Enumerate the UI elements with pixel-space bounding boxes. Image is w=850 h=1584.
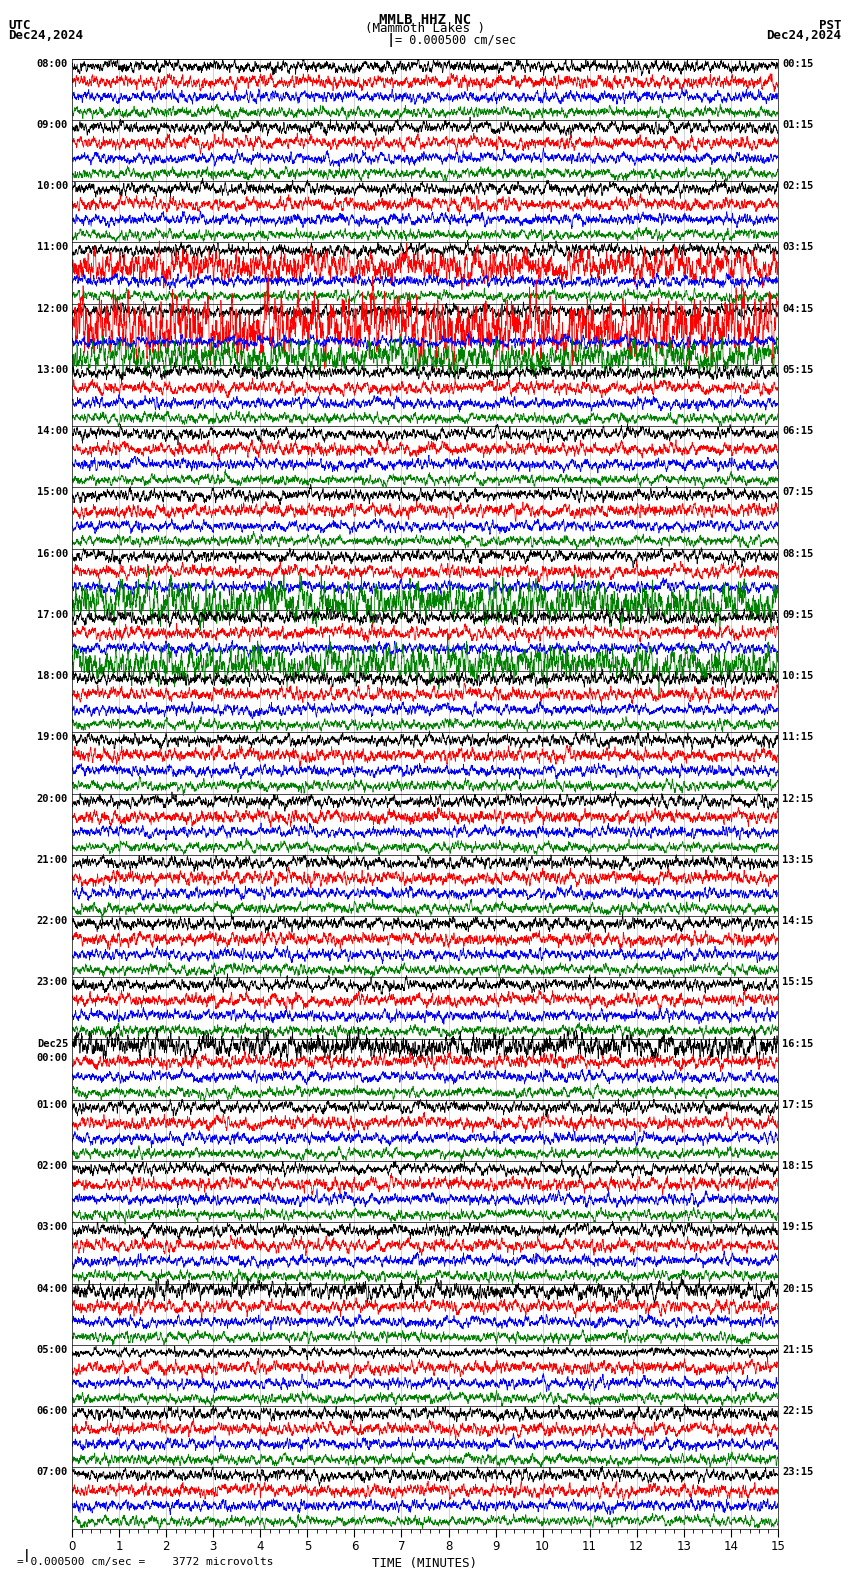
Text: 19:15: 19:15 [782,1223,813,1232]
Text: 08:00: 08:00 [37,59,68,68]
Text: 13:00: 13:00 [37,364,68,375]
Text: Dec24,2024: Dec24,2024 [8,29,83,41]
Text: 05:00: 05:00 [37,1345,68,1354]
Text: 07:15: 07:15 [782,488,813,497]
Text: 06:00: 06:00 [37,1407,68,1416]
Text: 18:00: 18:00 [37,672,68,681]
Text: = 0.000500 cm/sec: = 0.000500 cm/sec [395,33,516,46]
Text: 17:00: 17:00 [37,610,68,619]
Text: 01:15: 01:15 [782,120,813,130]
Text: 10:00: 10:00 [37,181,68,192]
Text: 19:00: 19:00 [37,732,68,743]
Text: 21:00: 21:00 [37,855,68,865]
Text: Dec24,2024: Dec24,2024 [767,29,842,41]
Text: |: | [8,1549,31,1562]
Text: Dec25: Dec25 [37,1039,68,1049]
Text: |: | [387,33,395,48]
Text: 02:15: 02:15 [782,181,813,192]
Text: 04:00: 04:00 [37,1283,68,1294]
Text: UTC: UTC [8,19,31,32]
Text: 16:00: 16:00 [37,548,68,559]
Text: 03:15: 03:15 [782,242,813,252]
Text: 21:15: 21:15 [782,1345,813,1354]
Text: 18:15: 18:15 [782,1161,813,1171]
Text: 14:00: 14:00 [37,426,68,436]
Text: = 0.000500 cm/sec =    3772 microvolts: = 0.000500 cm/sec = 3772 microvolts [17,1557,274,1567]
Text: 02:00: 02:00 [37,1161,68,1171]
Text: (Mammoth Lakes ): (Mammoth Lakes ) [365,22,485,35]
Text: 14:15: 14:15 [782,916,813,927]
Text: 22:00: 22:00 [37,916,68,927]
Text: 23:15: 23:15 [782,1467,813,1478]
Text: 17:15: 17:15 [782,1099,813,1110]
Text: 01:00: 01:00 [37,1099,68,1110]
Text: 11:15: 11:15 [782,732,813,743]
Text: 09:00: 09:00 [37,120,68,130]
Text: 12:15: 12:15 [782,794,813,803]
Text: 04:15: 04:15 [782,304,813,314]
Text: 00:15: 00:15 [782,59,813,68]
Text: 06:15: 06:15 [782,426,813,436]
Text: 13:15: 13:15 [782,855,813,865]
Text: 15:15: 15:15 [782,977,813,987]
Text: 23:00: 23:00 [37,977,68,987]
Text: 16:15: 16:15 [782,1039,813,1049]
X-axis label: TIME (MINUTES): TIME (MINUTES) [372,1557,478,1570]
Text: 00:00: 00:00 [37,1053,68,1063]
Text: PST: PST [819,19,842,32]
Text: 20:00: 20:00 [37,794,68,803]
Text: MMLB HHZ NC: MMLB HHZ NC [379,13,471,27]
Text: 09:15: 09:15 [782,610,813,619]
Text: 11:00: 11:00 [37,242,68,252]
Text: 12:00: 12:00 [37,304,68,314]
Text: 05:15: 05:15 [782,364,813,375]
Text: 03:00: 03:00 [37,1223,68,1232]
Text: 07:00: 07:00 [37,1467,68,1478]
Text: 22:15: 22:15 [782,1407,813,1416]
Text: 15:00: 15:00 [37,488,68,497]
Text: 08:15: 08:15 [782,548,813,559]
Text: 10:15: 10:15 [782,672,813,681]
Text: 20:15: 20:15 [782,1283,813,1294]
